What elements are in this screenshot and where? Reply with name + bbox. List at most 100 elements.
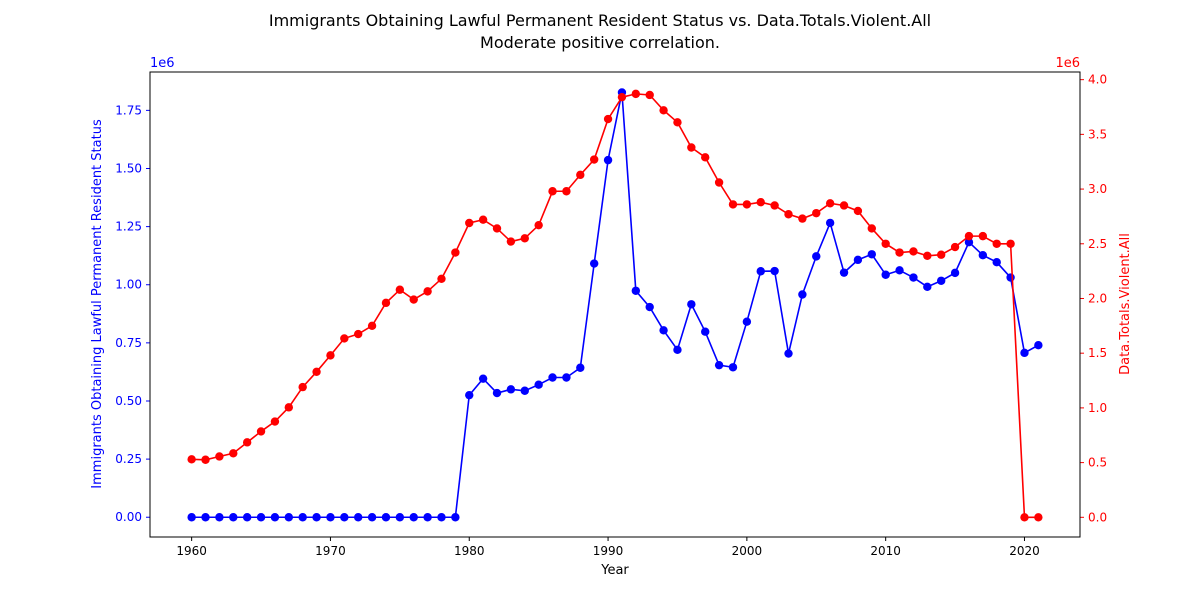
chart-title: Immigrants Obtaining Lawful Permanent Re… — [269, 11, 931, 30]
right-series-point — [312, 367, 321, 376]
right-series-point — [562, 187, 571, 196]
right-series-point — [936, 250, 946, 259]
right-y-tick-label: 2.0 — [1088, 291, 1107, 305]
right-series-point — [576, 170, 585, 180]
left-series-point — [895, 266, 904, 275]
left-series-point — [728, 363, 738, 372]
right-series-line — [191, 93, 1039, 519]
left-series-point — [409, 513, 418, 522]
right-series-point — [714, 178, 724, 187]
right-series-point — [492, 224, 502, 233]
right-series-point — [465, 218, 474, 228]
right-series-point — [839, 201, 849, 210]
x-axis-label: Year — [600, 563, 629, 578]
right-series-point — [853, 206, 863, 216]
right-series-point — [867, 224, 876, 233]
left-series-point — [839, 268, 849, 277]
right-series-point — [506, 237, 516, 246]
left-series-point — [1006, 273, 1015, 282]
left-y-tick-label: 0.25 — [115, 452, 142, 466]
right-series-point — [881, 239, 890, 248]
left-series-point — [950, 268, 960, 278]
right-series-point — [256, 427, 266, 436]
x-tick-label: 2000 — [732, 544, 763, 558]
left-series-point — [687, 300, 696, 309]
right-series-point — [423, 287, 432, 296]
right-y-tick-label: 3.5 — [1088, 127, 1107, 141]
x-tick-label: 1970 — [315, 544, 346, 558]
right-series-point — [1020, 513, 1029, 522]
left-series-point — [576, 363, 585, 372]
right-series-point — [215, 452, 224, 461]
left-series-point — [673, 345, 682, 355]
right-offset-label: 1e6 — [1055, 56, 1080, 71]
left-series-point — [187, 513, 196, 522]
plot-frame — [149, 71, 1081, 538]
right-y-tick-label: 0.0 — [1088, 510, 1107, 524]
chart-subtitle: Moderate positive correlation. — [480, 33, 720, 52]
left-series-point — [631, 286, 641, 295]
left-y-tick-label: 1.50 — [115, 161, 142, 175]
right-series-point — [742, 200, 752, 209]
right-y-axis-label: Data.Totals.Violent.All — [1118, 233, 1133, 375]
left-series-point — [381, 513, 391, 522]
right-series-point — [395, 285, 405, 294]
left-series-line — [191, 92, 1039, 519]
x-tick-label: 2010 — [870, 544, 901, 558]
right-y-tick-label: 3.0 — [1088, 182, 1107, 196]
left-series-point — [645, 302, 654, 312]
right-series-point — [451, 248, 460, 257]
right-series-point — [229, 449, 238, 458]
right-series-point — [798, 214, 807, 223]
right-series-point — [992, 239, 1001, 248]
right-series-point — [923, 251, 932, 261]
left-series-point — [853, 255, 863, 265]
left-series-point — [229, 513, 238, 522]
right-series-point — [770, 201, 779, 210]
right-series-point — [548, 187, 557, 196]
left-series-point — [326, 513, 335, 522]
left-series-point — [756, 267, 765, 276]
left-series-point — [215, 513, 224, 522]
left-series-point — [284, 513, 294, 522]
x-tick-label: 1960 — [176, 544, 207, 558]
left-series-point — [256, 513, 266, 522]
x-tick-label: 1990 — [593, 544, 624, 558]
left-series-point — [909, 273, 918, 282]
ticks-layer: 1960 1970 1980 1990 2000 2010 20200.000.250.50… — [115, 73, 1107, 558]
left-series-point — [395, 513, 405, 522]
left-series-point — [242, 513, 252, 522]
left-series-point — [1020, 348, 1029, 358]
right-series-point — [603, 114, 613, 124]
right-series-point — [326, 351, 335, 360]
left-series-point — [742, 317, 752, 326]
right-series-point — [242, 438, 252, 447]
left-series-point — [506, 385, 516, 394]
left-y-tick-label: 1.00 — [115, 278, 142, 292]
left-series-point — [992, 257, 1001, 267]
right-series-point — [950, 242, 960, 252]
right-series-point — [756, 198, 765, 207]
right-series-point — [589, 155, 599, 164]
right-series-point — [673, 118, 682, 127]
right-y-tick-label: 2.5 — [1088, 237, 1107, 251]
left-series-point — [492, 388, 502, 398]
left-y-axis-label: Immigrants Obtaining Lawful Permanent Re… — [90, 119, 105, 489]
left-series-point — [465, 390, 474, 400]
left-series-point — [423, 513, 432, 522]
left-series-point — [298, 513, 307, 522]
right-series-point — [784, 210, 793, 219]
right-series-point — [1034, 513, 1043, 522]
right-series-point — [978, 231, 988, 241]
right-series-point — [895, 248, 904, 257]
left-series-point — [770, 266, 779, 276]
left-y-tick-label: 1.75 — [115, 103, 142, 117]
left-series-point — [270, 513, 280, 522]
right-series-point — [437, 274, 446, 283]
left-series-point — [312, 513, 321, 522]
right-series-point — [812, 208, 821, 218]
right-series-point — [520, 234, 529, 243]
right-series-point — [354, 329, 363, 339]
right-series-point — [728, 200, 738, 209]
